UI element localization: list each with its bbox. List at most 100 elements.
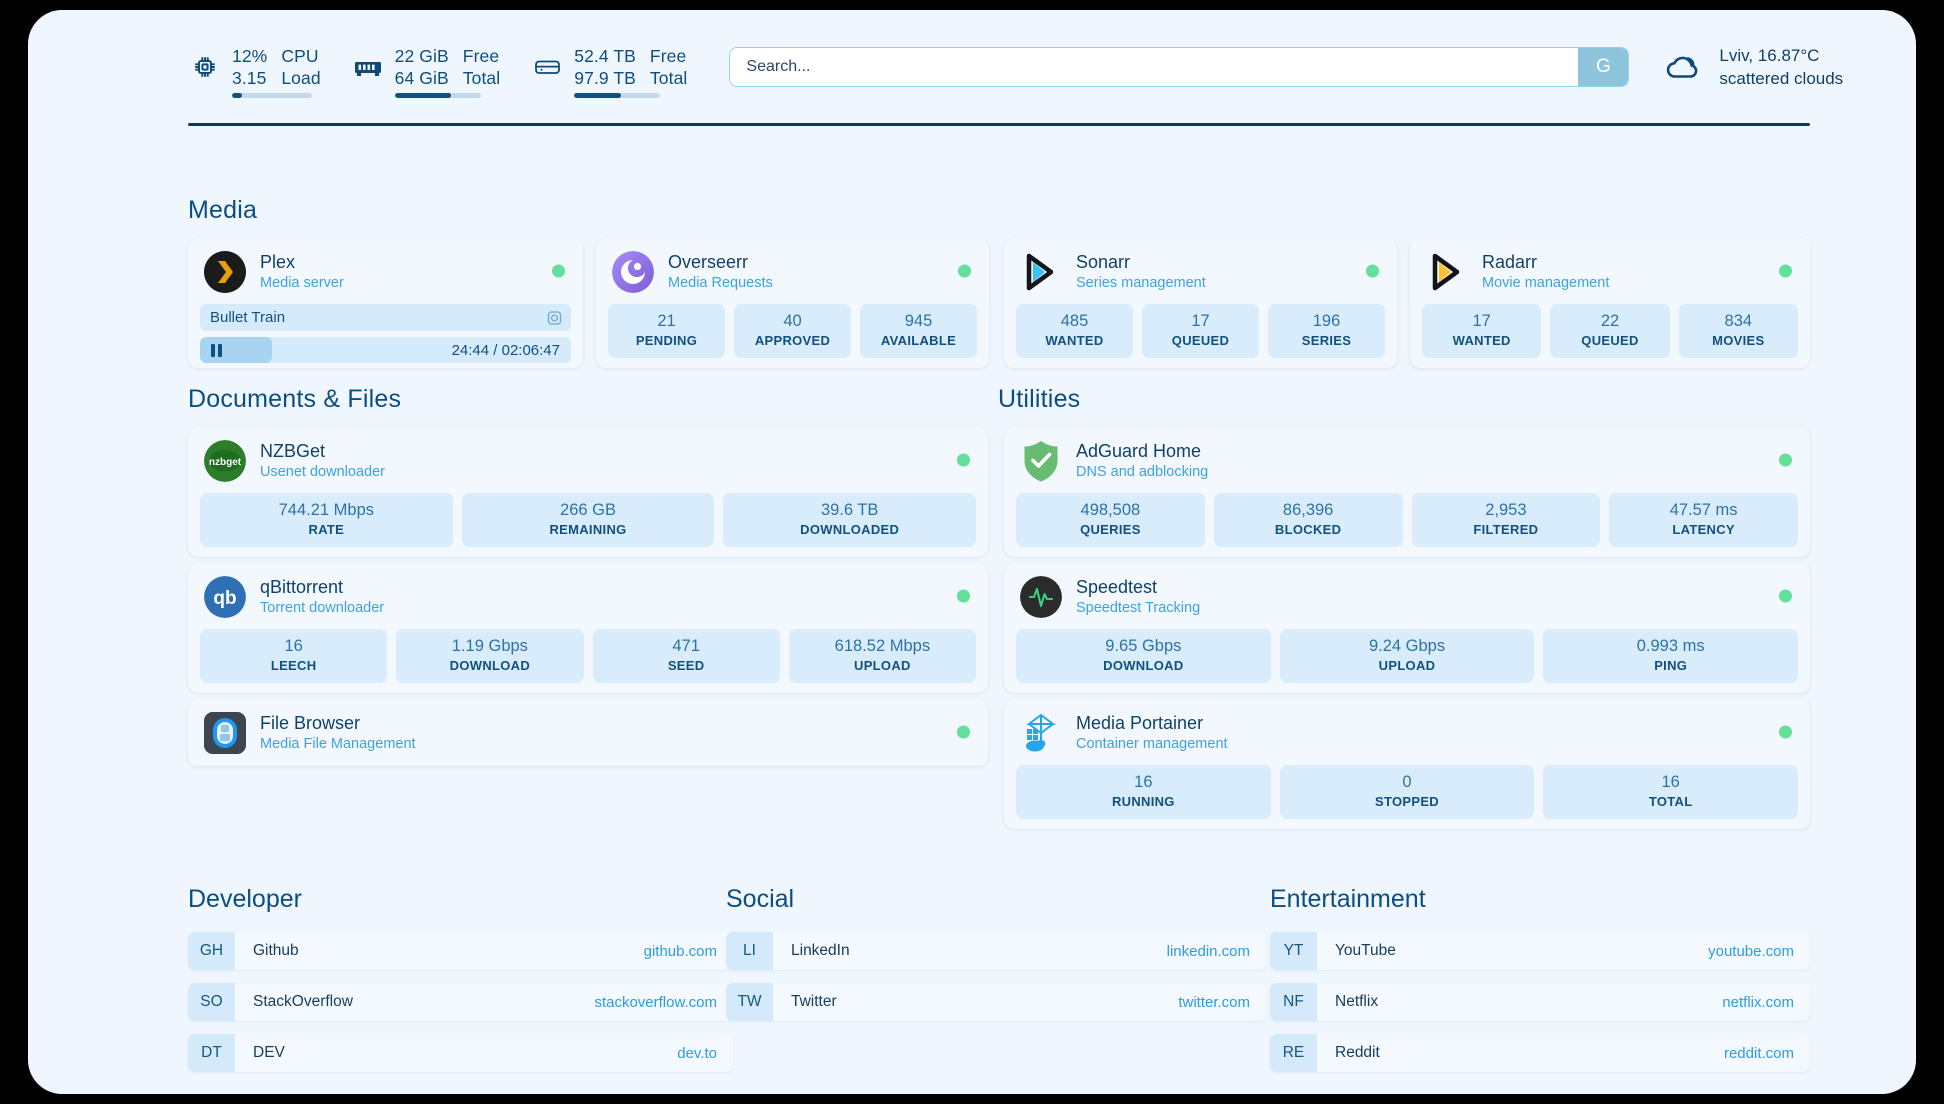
service-card-filebrowser[interactable]: File Browser Media File Management xyxy=(188,699,988,766)
svg-text:qb: qb xyxy=(213,588,236,609)
bookmark-url[interactable]: netflix.com xyxy=(1722,993,1794,1011)
card-header: nzbget NZBGet Usenet downloader xyxy=(188,427,988,493)
bookmark-item[interactable]: YT YouTube youtube.com xyxy=(1270,932,1810,970)
bookmark-url[interactable]: stackoverflow.com xyxy=(594,993,717,1011)
now-playing-time: 24:44 / 02:06:47 xyxy=(451,341,560,359)
cpu-usage-bar xyxy=(232,93,312,98)
bookmark-item[interactable]: RE Reddit reddit.com xyxy=(1270,1034,1810,1072)
bookmark-url[interactable]: reddit.com xyxy=(1723,1044,1794,1062)
status-badge xyxy=(958,264,971,278)
bookmark-badge: LI xyxy=(726,932,773,970)
stat-label: RATE xyxy=(308,522,345,537)
card-header: File Browser Media File Management xyxy=(188,699,988,765)
disk-label-1: Free xyxy=(649,46,687,66)
stat-box: 0 STOPPED xyxy=(1279,765,1535,819)
stats-row: 744.21 Mbps RATE 266 GB REMAINING 39.6 T… xyxy=(188,493,988,557)
stat-label: PENDING xyxy=(635,333,698,348)
bookmark-group-heading: Entertainment xyxy=(1270,885,1426,913)
stat-box: 16 RUNNING xyxy=(1016,765,1271,819)
stat-value: 86,396 xyxy=(1282,501,1334,519)
overseerr-icon xyxy=(612,251,654,293)
stat-box: 86,396 BLOCKED xyxy=(1213,493,1403,547)
service-card-sonarr[interactable]: Sonarr Series management 485 WANTED 17 Q… xyxy=(1004,238,1397,368)
card-header: Radarr Movie management xyxy=(1410,238,1810,304)
service-name: Radarr xyxy=(1482,252,1538,272)
stat-value: 2,953 xyxy=(1485,501,1527,519)
bookmark-url[interactable]: dev.to xyxy=(677,1044,717,1062)
service-name: qBittorrent xyxy=(260,577,344,597)
bookmark-badge: GH xyxy=(188,932,235,970)
stat-value: 17 xyxy=(1472,312,1491,330)
service-card-speedtest[interactable]: Speedtest Speedtest Tracking 9.65 Gbps D… xyxy=(1004,563,1810,693)
bookmark-item[interactable]: TW Twitter twitter.com xyxy=(726,983,1266,1021)
service-card-plex[interactable]: Plex Media server Bullet Train 24:44 / 0… xyxy=(188,238,583,368)
disk-total-value: 97.9 TB xyxy=(574,68,636,88)
now-playing-title: Bullet Train xyxy=(210,309,286,326)
service-card-portainer[interactable]: Media Portainer Container management 16 … xyxy=(1004,699,1810,829)
service-card-qbittorrent[interactable]: qb qBittorrent Torrent downloader 16 LEE… xyxy=(188,563,988,693)
disk-label-2: Total xyxy=(649,68,688,88)
stat-value: 0.993 ms xyxy=(1636,637,1705,655)
adguard-icon xyxy=(1020,440,1062,482)
section-heading-utilities: Utilities xyxy=(998,385,1081,413)
stat-label: TOTAL xyxy=(1648,794,1693,809)
card-header: Overseerr Media Requests xyxy=(596,238,989,304)
bookmark-item[interactable]: NF Netflix netflix.com xyxy=(1270,983,1810,1021)
bookmark-url[interactable]: linkedin.com xyxy=(1166,942,1250,960)
search-bar[interactable]: G xyxy=(729,47,1630,87)
stat-box: 485 WANTED xyxy=(1016,304,1133,358)
memory-stat-group: 22 GiB 64 GiB Free Total xyxy=(351,45,501,98)
stat-label: WANTED xyxy=(1045,333,1104,348)
bookmark-badge: YT xyxy=(1270,932,1317,970)
stat-label: QUERIES xyxy=(1080,522,1141,537)
service-name: NZBGet xyxy=(260,441,326,461)
search-engine-button[interactable]: G xyxy=(1578,48,1629,86)
service-card-nzbget[interactable]: nzbget NZBGet Usenet downloader 744.21 M… xyxy=(188,427,988,557)
weather-widget[interactable]: Lviv, 16.87°C scattered clouds xyxy=(1663,44,1843,90)
memory-total-value: 64 GiB xyxy=(394,68,449,88)
service-name: Overseerr xyxy=(668,252,749,272)
service-card-overseerr[interactable]: Overseerr Media Requests 21 PENDING 40 A… xyxy=(596,238,989,368)
bookmark-badge: DT xyxy=(188,1034,235,1072)
now-playing-title-bar[interactable]: Bullet Train xyxy=(200,304,571,331)
stats-row: 17 WANTED 22 QUEUED 834 MOVIES xyxy=(1410,304,1810,368)
bookmark-item[interactable]: SO StackOverflow stackoverflow.com xyxy=(188,983,733,1021)
bookmark-badge: NF xyxy=(1270,983,1317,1021)
service-subtitle: Usenet downloader xyxy=(260,464,385,480)
stat-box: 196 SERIES xyxy=(1268,304,1385,358)
ram-icon xyxy=(351,45,385,89)
bookmark-url[interactable]: twitter.com xyxy=(1178,993,1250,1011)
memory-label-1: Free xyxy=(462,46,500,66)
cloud-icon xyxy=(1663,51,1705,83)
radarr-icon xyxy=(1426,251,1468,293)
stat-box: 471 SEED xyxy=(592,629,780,683)
search-input[interactable] xyxy=(730,48,1579,86)
now-playing-progress-bar[interactable]: 24:44 / 02:06:47 xyxy=(200,337,571,363)
service-subtitle: Container management xyxy=(1076,736,1228,752)
stat-box: 0.993 ms PING xyxy=(1543,629,1799,683)
cast-icon[interactable] xyxy=(547,310,562,325)
bookmark-item[interactable]: GH Github github.com xyxy=(188,932,733,970)
service-card-adguard[interactable]: AdGuard Home DNS and adblocking 498,508 … xyxy=(1004,427,1810,557)
stat-label: DOWNLOADED xyxy=(800,522,900,537)
service-subtitle: Media server xyxy=(260,275,344,291)
bookmark-item[interactable]: LI LinkedIn linkedin.com xyxy=(726,932,1266,970)
stat-box: 39.6 TB DOWNLOADED xyxy=(723,493,977,547)
bookmark-item[interactable]: DT DEV dev.to xyxy=(188,1034,733,1072)
service-card-radarr[interactable]: Radarr Movie management 17 WANTED 22 QUE… xyxy=(1410,238,1810,368)
filebrowser-icon xyxy=(204,712,246,754)
bookmark-name: Netflix xyxy=(1335,993,1379,1010)
card-header: Speedtest Speedtest Tracking xyxy=(1004,563,1810,629)
stat-box: 17 QUEUED xyxy=(1142,304,1259,358)
stat-value: 47.57 ms xyxy=(1669,501,1738,519)
disk-usage-bar xyxy=(574,93,661,98)
bookmark-badge: TW xyxy=(726,983,773,1021)
stat-label: REMAINING xyxy=(549,522,627,537)
card-header: Plex Media server xyxy=(188,238,583,304)
memory-label-2: Total xyxy=(462,68,501,88)
bookmark-url[interactable]: github.com xyxy=(643,942,717,960)
svg-text:nzbget: nzbget xyxy=(209,457,242,468)
bookmark-name: Twitter xyxy=(791,993,837,1010)
bookmark-url[interactable]: youtube.com xyxy=(1708,942,1794,960)
pause-icon[interactable] xyxy=(211,343,222,357)
